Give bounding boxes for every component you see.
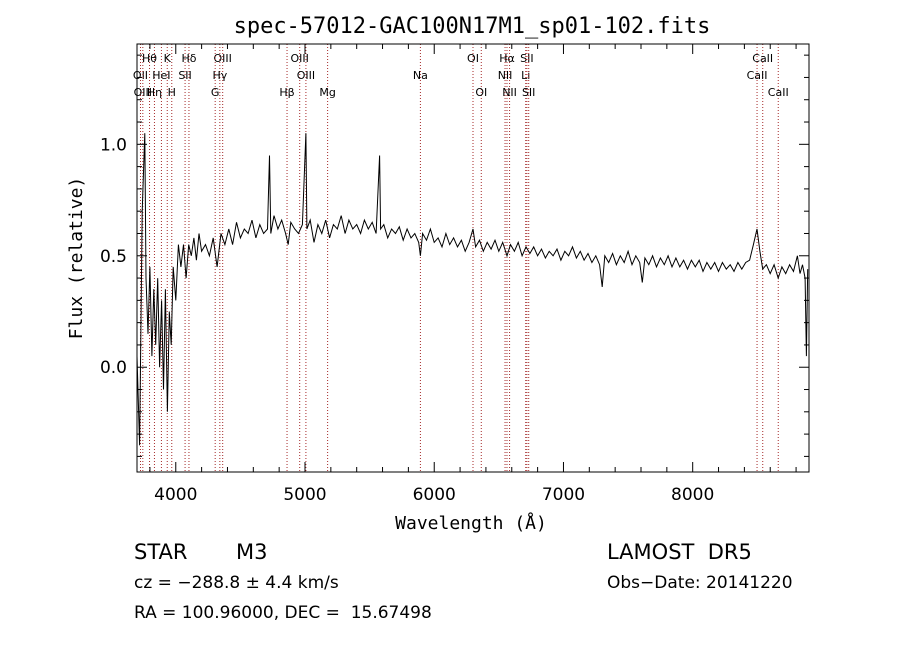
plot-frame [136, 43, 810, 473]
line-label-12: Hβ [279, 86, 294, 99]
line-label-11: G [211, 86, 220, 99]
line-label-5: K [164, 52, 172, 65]
line-label-0: Hθ [142, 52, 157, 65]
line-label-3: Hη [147, 86, 162, 99]
survey-name: LAMOST DR5 [607, 540, 752, 564]
line-label-20: NII [498, 69, 513, 82]
line-label-7: Hδ [181, 52, 196, 65]
line-label-10: Hγ [212, 69, 227, 82]
line-label-19: Hα [499, 52, 515, 65]
line-label-16: Na [413, 69, 428, 82]
line-label-22: SII [520, 52, 533, 65]
y-tick-label-2: 1.0 [100, 135, 127, 155]
line-label-24: SII [522, 86, 535, 99]
x-tick-label-3: 7000 [542, 485, 585, 505]
line-label-2: OIII [134, 86, 152, 99]
y-tick-label-1: 0.5 [100, 247, 127, 267]
line-label-17: OI [467, 52, 479, 65]
line-label-4: HeI [152, 69, 170, 82]
x-tick-label-4: 8000 [671, 485, 714, 505]
object-class: STAR [134, 540, 188, 564]
line-label-9: OIII [213, 52, 231, 65]
line-label-8: SII [178, 69, 191, 82]
x-tick-label-2: 6000 [413, 485, 456, 505]
line-label-15: Mg [319, 86, 335, 99]
line-label-1: OII [133, 69, 148, 82]
x-tick-label-0: 4000 [154, 485, 197, 505]
ra-dec-coordinates: RA = 100.96000, DEC = 15.67498 [134, 603, 432, 623]
redshift-velocity: cz = −288.8 ± 4.4 km/s [134, 573, 339, 593]
spectrum-series [136, 133, 809, 446]
line-label-26: CaII [747, 69, 768, 82]
line-label-23: Li [521, 69, 530, 82]
line-label-14: OIII [297, 69, 315, 82]
line-label-25: CaII [752, 52, 773, 65]
line-label-27: CaII [768, 86, 789, 99]
x-tick-label-1: 5000 [283, 485, 326, 505]
spectrum-line-0 [136, 133, 809, 446]
line-label-13: OIII [291, 52, 309, 65]
y-tick-label-0: 0.0 [100, 358, 127, 378]
line-label-21: NII [502, 86, 517, 99]
observation-date: Obs−Date: 20141220 [607, 573, 793, 593]
line-label-6: H [168, 86, 176, 99]
x-axis-label: Wavelength (Å) [395, 512, 547, 534]
chart-title: spec-57012-GAC100N17M1_sp01-102.fits [234, 14, 711, 39]
object-subclass: M3 [236, 540, 268, 564]
axes: 4000 5000 6000 7000 8000 0.0 0.5 1.0 [100, 44, 809, 505]
line-label-18: OI [475, 86, 487, 99]
y-axis-label: Flux (relative) [66, 177, 87, 340]
